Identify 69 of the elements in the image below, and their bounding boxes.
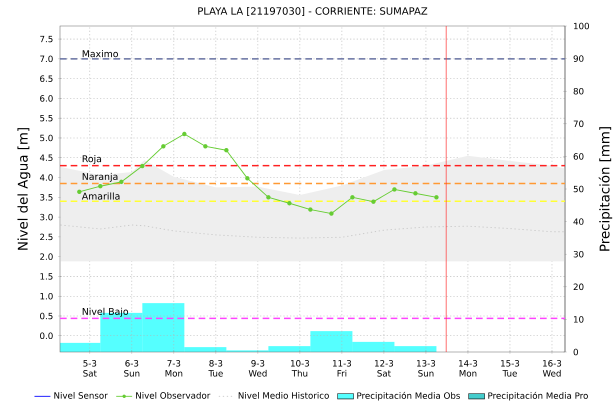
y-tick-label: 3.0 — [40, 214, 53, 220]
y2-tick-label: 10 — [574, 316, 584, 323]
y2-tick-label: 50 — [574, 186, 584, 192]
x-tick-label: 8-3 Tue — [208, 360, 223, 377]
y-tick-label: 4.0 — [40, 174, 53, 181]
x-tick-label: 12-3 Sat — [375, 360, 394, 377]
x-tick-label: 15-3 Tue — [501, 360, 520, 377]
point — [371, 199, 376, 204]
point — [182, 132, 187, 136]
y-tick-label: 2.5 — [40, 234, 53, 240]
point — [77, 190, 82, 194]
y2-axis-title: Precipitación [mm] — [598, 127, 612, 251]
point — [224, 148, 229, 152]
y2-tick-label: 90 — [574, 55, 584, 62]
point — [434, 195, 439, 200]
y-tick-label: 3.5 — [40, 194, 53, 201]
point — [413, 191, 418, 196]
legend-label: Precipitación Media Pro — [488, 392, 588, 401]
y-tick-label: 1.0 — [40, 292, 53, 300]
y-tick-label: 0.0 — [40, 332, 53, 340]
x-tick-label: 13-3 Sun — [417, 360, 436, 377]
point — [203, 144, 208, 148]
legend-label: Nivel Observador — [136, 392, 210, 399]
legend-label: Nivel Sensor — [54, 392, 108, 399]
y-tick-label: 7.0 — [40, 56, 53, 62]
x-tick-label: 11-3 Fri — [333, 360, 352, 376]
y-tick-label: 6.0 — [40, 95, 53, 102]
point — [161, 144, 166, 148]
legend-label: Nivel Medio Historico — [238, 392, 329, 399]
ref-line-label: Roja — [82, 155, 102, 164]
x-tick-label: 14-3 Mon — [459, 360, 478, 377]
y-tick-label: 0.5 — [40, 312, 53, 320]
point — [140, 164, 145, 168]
y-tick-label: 1.5 — [40, 273, 53, 280]
y-tick-label: 6.5 — [40, 75, 53, 82]
point — [308, 207, 313, 212]
x-tick-label: 16-3 Wed — [542, 360, 562, 377]
legend-label: Precipitación Media Obs — [357, 392, 460, 401]
point — [350, 195, 355, 200]
y2-tick-label: 100 — [574, 22, 590, 30]
point — [119, 180, 124, 184]
y2-tick-label: 70 — [574, 120, 584, 128]
y-axis-title: Nivel del Agua [m] — [17, 128, 30, 250]
point — [392, 187, 397, 192]
ref-line-label: Naranja — [82, 172, 118, 182]
y2-tick-label: 0 — [574, 348, 578, 356]
y-tick-label: 7.5 — [40, 36, 53, 42]
y2-tick-label: 30 — [574, 250, 584, 258]
y2-tick-label: 80 — [574, 88, 584, 94]
y-tick-label: 5.5 — [40, 114, 53, 122]
point — [329, 211, 334, 216]
point — [245, 176, 250, 181]
ref-line-label: Amarilla — [82, 192, 120, 200]
x-tick-label: 10-3 Thu — [291, 360, 310, 377]
chart-title: PLAYA LA [21197030] - CORRIENTE: SUMAPAZ — [198, 7, 428, 16]
x-tick-label: 9-3 Wed — [248, 360, 267, 377]
y-tick-label: 5.0 — [40, 134, 53, 142]
point — [98, 184, 103, 188]
y-tick-label: 4.5 — [40, 154, 53, 161]
y2-tick-label: 40 — [573, 218, 584, 225]
x-tick-label: 5-3 Sat — [83, 360, 97, 377]
y2-tick-label: 60 — [574, 153, 584, 160]
point — [266, 195, 271, 200]
x-tick-label: 7-3 Mon — [166, 360, 182, 377]
y-tick-label: 2.0 — [40, 253, 53, 260]
y2-tick-label: 20 — [574, 284, 584, 290]
x-tick-label: 6-3 Sun — [124, 360, 140, 377]
point — [287, 201, 292, 206]
ref-line-label: Maximo — [82, 50, 118, 58]
